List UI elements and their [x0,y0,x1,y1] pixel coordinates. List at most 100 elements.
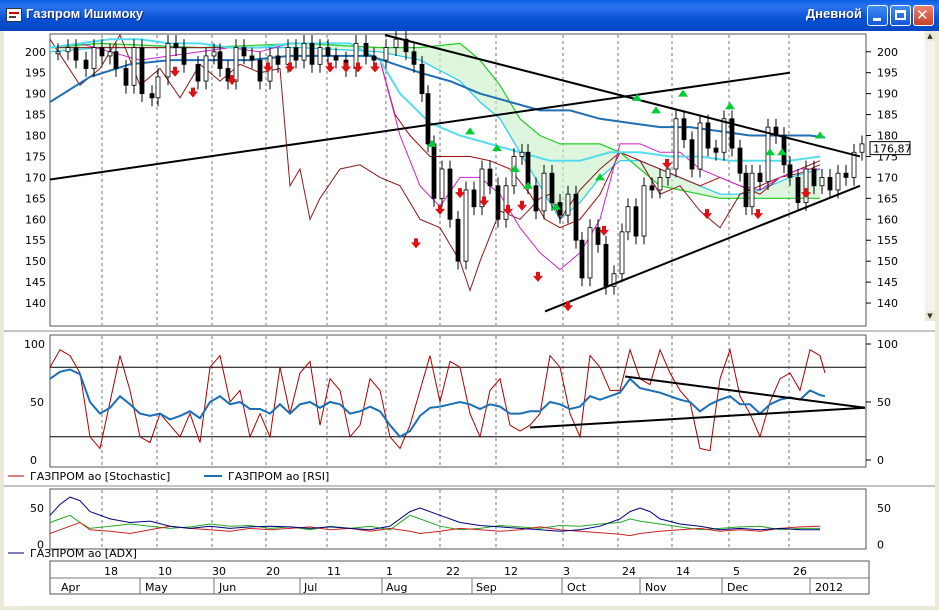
close-button[interactable]: ✕ [913,5,934,26]
sell-signal-arrow [435,204,445,215]
price-bar-body [139,47,145,95]
price-tick-label-right: 145 [877,276,898,289]
sell-signal-arrow [188,87,198,98]
price-bar-body [113,51,119,69]
price-bar-body [619,231,625,275]
price-bar-body [403,38,409,53]
osc-tick-label-left: 100 [24,338,45,351]
price-bar-body [649,185,655,191]
price-bar-body [83,59,89,69]
time-axis-day-label: 5 [733,565,740,578]
price-bar-body [309,42,315,65]
last-price-label: 176,87 [873,143,912,156]
price-tick-label-left: 185 [25,109,46,122]
osc-tick-label-left: 50 [30,396,44,409]
price-tick-label-left: 190 [25,88,46,101]
adx-panel [49,488,867,550]
sell-signal-arrow [370,62,380,73]
price-bar-body [455,218,461,262]
price-tick-label-right: 165 [877,192,898,205]
legend-stochastic: ГАЗПРОМ ао [Stochastic] [30,470,170,483]
price-bar-body [285,47,291,65]
price-bar-body [241,47,247,57]
time-axis-month-label: Jun [218,581,236,594]
price-bar-body [225,68,231,82]
buy-signal-arrow [678,89,688,97]
price-bar-body [519,151,525,157]
price-bar-body [803,168,809,203]
adx-tick-label-left: 0 [37,538,44,551]
sell-signal-arrow [170,66,180,77]
price-bar-body [91,47,97,69]
price-tick-label-left: 195 [25,67,46,80]
price-tick-label-right: 190 [877,88,898,101]
stochastic-line [49,347,826,452]
scroll-down-icon[interactable]: ▼ [925,311,935,321]
price-bar-body [811,168,817,187]
price-bar-body [757,172,763,182]
time-axis-day-label: 12 [504,565,518,578]
legend-adx: ГАЗПРОМ ао [ADX] [30,547,137,560]
price-bar-body [579,239,585,279]
price-bar-body [439,168,445,199]
rsi-line [49,368,826,439]
time-axis-day-label: 26 [793,565,807,578]
maximize-button[interactable] [890,5,911,26]
price-tick-label-left: 175 [25,150,46,163]
buy-signal-arrow [427,139,437,147]
price-bar-body [293,47,299,61]
price-tick-label-left: 150 [25,255,46,268]
price-bar-body [393,38,399,48]
sell-signal-arrow [227,75,237,86]
price-tick-label-right: 140 [877,297,898,310]
price-bar-body [325,47,331,57]
adx-plus-di-line [49,514,820,531]
price-bar-body [173,42,179,48]
adx-tick-label-left: 50 [30,502,44,515]
price-bar-body [131,47,137,86]
window-title: Газпром Ишимоку [26,6,144,21]
scroll-up-icon[interactable]: ▲ [925,31,935,41]
price-tick-label-right: 200 [877,46,898,59]
sell-signal-arrow [341,62,351,73]
time-axis-day-label: 11 [327,565,341,578]
sell-signal-arrow [533,271,543,282]
sell-signal-arrow [702,209,712,220]
title-bar[interactable]: Газпром Ишимоку Дневной ✕ [0,0,939,31]
price-bar-body [827,177,833,191]
adx-minus-di-line [49,521,821,537]
price-bar-body [705,122,711,149]
maximize-icon [895,10,906,20]
price-bar-body [737,147,743,174]
price-bar-body [819,177,825,187]
time-axis-month-label: 2012 [815,581,843,594]
trendline-upper-descending [384,34,861,158]
sell-signal-arrow [455,188,465,199]
price-bar-body [249,55,255,61]
minimize-button[interactable] [867,5,888,26]
price-bar-body [73,47,79,61]
price-bar-body [673,118,679,170]
price-scrollbar[interactable]: ▲ ▼ [925,31,935,321]
time-axis-day-label: 24 [622,565,636,578]
buy-signal-arrow [510,165,520,173]
price-bar-body [123,68,129,86]
price-bar-body [431,143,437,199]
price-tick-label-left: 155 [25,234,46,247]
osc-tick-label-right: 100 [877,338,898,351]
price-bar-body [787,164,793,178]
buy-signal-arrow [815,131,825,139]
interval-label[interactable]: Дневной [805,6,862,21]
osc-tick-label-right: 0 [877,454,884,467]
app-chart-icon[interactable] [6,8,22,22]
price-bar-body [195,63,201,82]
price-bar-body [843,172,849,178]
price-bar-body [503,185,509,220]
legend-rsi: ГАЗПРОМ ао [RSI] [228,470,329,483]
sell-signal-arrow [353,62,363,73]
buy-signal-arrow [551,202,561,210]
buy-signal-arrow [725,102,735,110]
price-tick-label-left: 140 [25,297,46,310]
